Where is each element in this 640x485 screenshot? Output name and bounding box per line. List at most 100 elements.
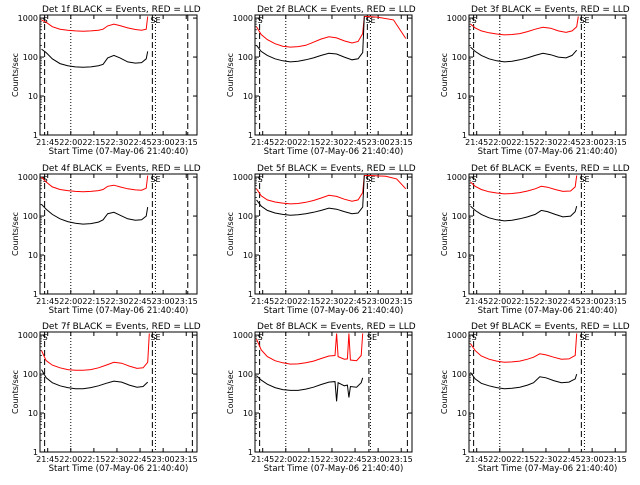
x-tick-label: 23:00 — [152, 297, 175, 306]
panel-title: Det 9f BLACK = Events, RED = LLD — [471, 322, 630, 332]
panel-title: Det 3f BLACK = Events, RED = LLD — [471, 5, 630, 15]
y-tick-label: 10 — [243, 251, 253, 260]
y-tick-label: 1 — [248, 290, 253, 299]
x-tick-label: 23:00 — [367, 297, 390, 306]
panel-title: Det 2f BLACK = Events, RED = LLD — [257, 5, 416, 15]
lld-series-line — [256, 175, 407, 205]
x-tick-label: 22:30 — [105, 455, 128, 464]
start-marker-label: S — [258, 333, 263, 342]
y-tick-label: 100 — [452, 53, 467, 62]
panel-title: Det 4f BLACK = Events, RED = LLD — [42, 164, 201, 174]
x-tick-label: 23:00 — [581, 138, 604, 147]
plot-frame — [39, 14, 198, 136]
y-tick-label: 10 — [28, 251, 38, 260]
x-tick-label: 23:15 — [604, 455, 627, 464]
y-axis-label: Counts/sec — [226, 53, 235, 97]
x-tick-label: 22:15 — [297, 455, 320, 464]
start-marker-label: S — [472, 16, 477, 25]
panel-8: Det 8f BLACK = Events, RED = LLD 1 10 100 10… — [226, 322, 416, 474]
start-marker-label: S — [472, 175, 477, 184]
panel-title: Det 7f BLACK = Events, RED = LLD — [42, 322, 201, 332]
y-tick-label: 1000 — [18, 173, 38, 182]
plot-frame — [254, 14, 413, 136]
y-tick-label: 100 — [452, 370, 467, 379]
start-marker-label: S — [258, 175, 263, 184]
y-axis-label: Counts/sec — [11, 53, 20, 97]
end-marker-label: SE — [579, 16, 589, 25]
x-tick-label: 23:15 — [604, 297, 627, 306]
x-axis-label: Start Time (07-May-06 21:40:40) — [49, 464, 189, 474]
y-axis-label: Counts/sec — [440, 370, 449, 414]
x-axis-label: Start Time (07-May-06 21:40:40) — [49, 147, 189, 157]
x-tick-label: 22:00 — [488, 455, 511, 464]
x-axis-label: Start Time (07-May-06 21:40:40) — [264, 306, 404, 316]
x-tick-label: 22:15 — [82, 455, 105, 464]
end-marker-label: SE — [579, 175, 589, 184]
plot-frame — [468, 331, 627, 453]
events-series-line — [256, 175, 365, 216]
x-tick-label: 22:15 — [297, 138, 320, 147]
x-tick-label: 21:45 — [251, 138, 274, 147]
y-tick-label: 100 — [238, 212, 253, 221]
end-marker-label: SE — [150, 175, 160, 184]
start-marker-label: S — [258, 16, 263, 25]
x-axis-label: Start Time (07-May-06 21:40:40) — [478, 464, 618, 474]
events-series-line — [256, 16, 365, 63]
x-tick-label: 22:45 — [558, 455, 581, 464]
x-tick-label: 21:45 — [36, 138, 59, 147]
x-tick-label: 23:00 — [152, 138, 175, 147]
panel-title: Det 5f BLACK = Events, RED = LLD — [257, 164, 416, 174]
x-tick-label: 22:45 — [344, 138, 367, 147]
y-tick-label: 1000 — [447, 173, 467, 182]
x-tick-label: 23:15 — [175, 138, 198, 147]
x-tick-label: 22:00 — [488, 297, 511, 306]
x-tick-label: 23:00 — [152, 455, 175, 464]
y-tick-label: 1000 — [18, 14, 38, 23]
y-axis-label: Counts/sec — [11, 212, 20, 256]
x-tick-label: 23:00 — [367, 138, 390, 147]
panel-9: Det 9f BLACK = Events, RED = LLD 1 10 100 10… — [440, 322, 630, 474]
x-tick-label: 22:15 — [82, 138, 105, 147]
x-tick-label: 23:00 — [581, 297, 604, 306]
end-marker-label: SE — [150, 16, 160, 25]
y-tick-label: 1 — [33, 131, 38, 140]
y-tick-label: 1000 — [233, 14, 253, 23]
y-tick-label: 10 — [457, 409, 467, 418]
x-axis-label: Start Time (07-May-06 21:40:40) — [49, 306, 189, 316]
x-tick-label: 22:00 — [274, 297, 297, 306]
x-tick-label: 22:30 — [105, 138, 128, 147]
x-tick-label: 23:15 — [175, 455, 198, 464]
x-axis-label: Start Time (07-May-06 21:40:40) — [264, 464, 404, 474]
y-tick-label: 1 — [33, 290, 38, 299]
x-tick-label: 22:30 — [320, 297, 343, 306]
x-tick-label: 23:15 — [390, 455, 413, 464]
panel-1: Det 1f BLACK = Events, RED = LLD 1 10 100 10… — [11, 5, 201, 157]
y-tick-label: 1000 — [233, 173, 253, 182]
x-tick-label: 22:30 — [534, 297, 557, 306]
y-tick-label: 100 — [23, 370, 38, 379]
lld-series-line — [41, 175, 149, 193]
events-series-line — [41, 203, 149, 225]
x-tick-label: 22:15 — [82, 297, 105, 306]
start-marker-label: S — [472, 333, 477, 342]
events-series-line — [470, 205, 578, 222]
plot-frame — [254, 331, 413, 453]
panel-3: Det 3f BLACK = Events, RED = LLD 1 10 100 10… — [440, 5, 630, 157]
x-axis-label: Start Time (07-May-06 21:40:40) — [478, 306, 618, 316]
y-tick-label: 1 — [462, 290, 467, 299]
panel-4: Det 4f BLACK = Events, RED = LLD 1 10 100 10… — [11, 164, 201, 316]
events-series-line — [41, 369, 149, 390]
x-tick-label: 21:45 — [36, 297, 59, 306]
lld-series-line — [256, 333, 364, 365]
x-tick-label: 22:30 — [105, 297, 128, 306]
x-tick-label: 22:15 — [511, 297, 534, 306]
lld-series-line — [41, 16, 149, 32]
y-tick-label: 1 — [248, 131, 253, 140]
y-tick-label: 1000 — [18, 331, 38, 340]
x-tick-label: 23:15 — [175, 297, 198, 306]
x-tick-label: 22:45 — [344, 455, 367, 464]
end-marker-label: SE — [367, 333, 377, 342]
y-axis-label: Counts/sec — [440, 53, 449, 97]
panel-5: Det 5f BLACK = Events, RED = LLD 1 10 100 10… — [226, 164, 416, 316]
